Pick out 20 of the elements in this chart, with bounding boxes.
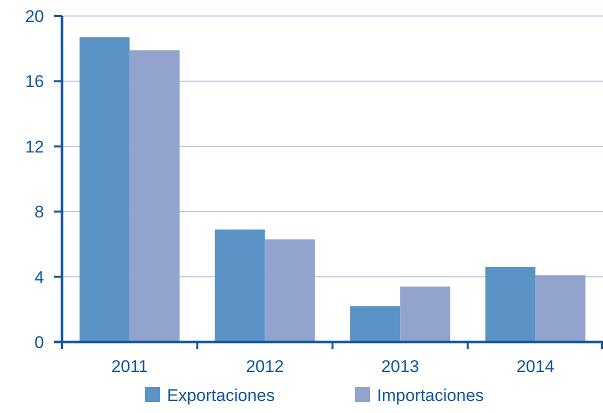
x-tick-label: 2011 bbox=[111, 357, 148, 376]
legend-label: Exportaciones bbox=[167, 386, 275, 405]
bar bbox=[264, 239, 315, 342]
y-tick-label: 16 bbox=[25, 72, 44, 92]
bar bbox=[214, 230, 265, 342]
x-tick-label: 2012 bbox=[246, 357, 284, 376]
y-tick-label: 0 bbox=[34, 332, 44, 352]
y-tick-label: 12 bbox=[25, 137, 44, 156]
bar bbox=[535, 275, 586, 342]
bar bbox=[130, 50, 180, 342]
x-tick-label: 2014 bbox=[516, 357, 554, 376]
y-tick-label: 4 bbox=[34, 268, 44, 287]
bar bbox=[350, 306, 400, 342]
bar bbox=[400, 286, 450, 342]
x-tick-label: 2013 bbox=[381, 357, 420, 376]
y-tick-label: 20 bbox=[25, 6, 44, 26]
bar bbox=[80, 37, 130, 342]
legend-label: Importaciones bbox=[377, 386, 484, 405]
bar bbox=[485, 267, 536, 342]
y-tick-label: 8 bbox=[34, 202, 44, 222]
